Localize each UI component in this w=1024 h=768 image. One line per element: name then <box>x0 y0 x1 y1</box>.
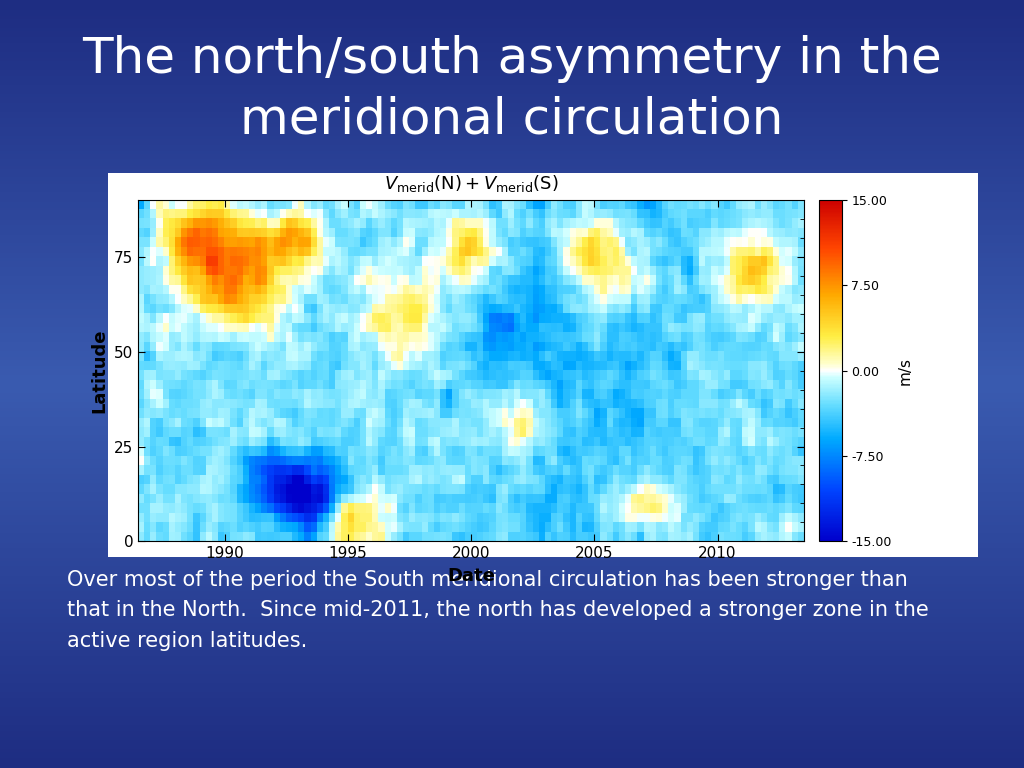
Text: Over most of the period the South meridional circulation has been stronger than
: Over most of the period the South meridi… <box>67 570 929 650</box>
Y-axis label: Latitude: Latitude <box>90 328 109 413</box>
Text: meridional circulation: meridional circulation <box>241 96 783 144</box>
Title: $V_{\mathrm{merid}}(\mathrm{N}) + V_{\mathrm{merid}}(\mathrm{S})$: $V_{\mathrm{merid}}(\mathrm{N}) + V_{\ma… <box>384 173 558 194</box>
Text: The north/south asymmetry in the: The north/south asymmetry in the <box>82 35 942 83</box>
X-axis label: Date: Date <box>447 567 495 585</box>
Y-axis label: m/s: m/s <box>897 356 912 385</box>
